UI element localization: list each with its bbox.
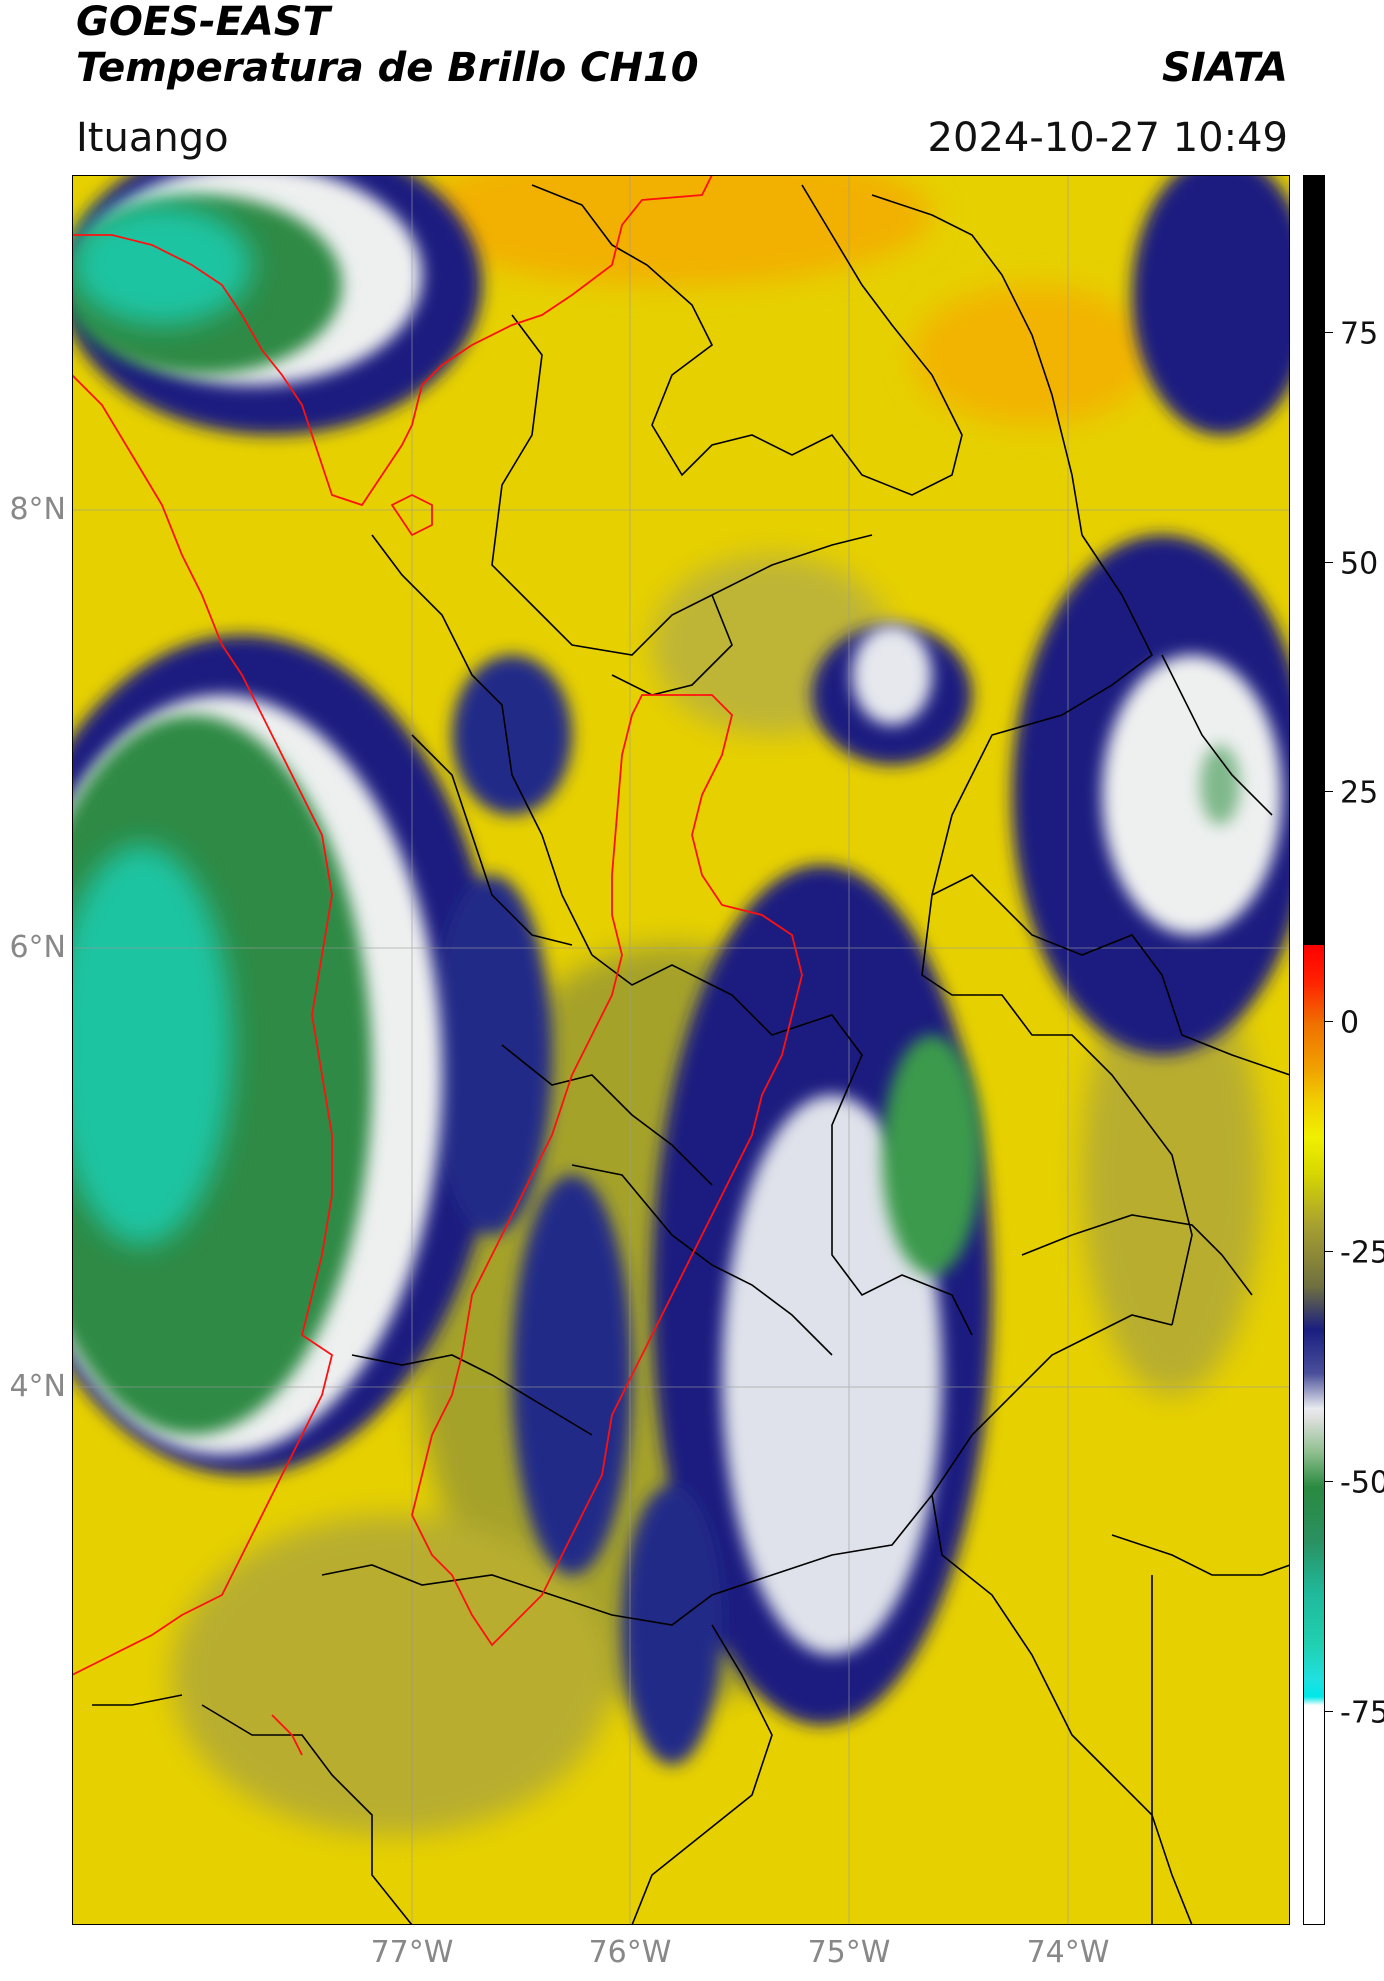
colorbar-label-minus75: -75 — [1340, 1695, 1384, 1731]
teal-cloud-centers — [72, 205, 252, 1245]
highlight-borders — [72, 175, 803, 1756]
colorbar-label-0: 0 — [1340, 1005, 1360, 1041]
colorbar-tick — [1325, 1481, 1333, 1482]
lon-label-77w: 77°W — [370, 1935, 454, 1970]
lat-label-4n: 4°N — [9, 1369, 66, 1404]
warm-orange-area — [412, 175, 1152, 425]
lon-label-75w: 75°W — [807, 1935, 891, 1970]
colorbar-tick — [1325, 562, 1333, 563]
title-product: Temperatura de Brillo CH10 — [76, 45, 699, 91]
graticule — [72, 175, 1290, 1925]
lat-label-6n: 6°N — [9, 930, 66, 965]
lat-label-8n: 8°N — [9, 492, 66, 527]
lon-label-74w: 74°W — [1026, 1935, 1110, 1970]
lon-label-76w: 76°W — [588, 1935, 672, 1970]
colorbar-tick — [1325, 1021, 1333, 1022]
organization-label: SIATA — [1162, 45, 1288, 91]
colorbar-label-25: 25 — [1340, 775, 1379, 811]
colorbar-label-minus50: -50 — [1340, 1465, 1384, 1501]
colorbar-tick — [1325, 791, 1333, 792]
map-canvas — [72, 175, 1290, 1925]
colorbar-label-75: 75 — [1340, 316, 1379, 352]
department-borders — [92, 184, 1290, 1925]
colorbar-tick — [1325, 1251, 1333, 1252]
colorbar-tick — [1325, 332, 1333, 333]
temperature-colorbar — [1303, 175, 1325, 1925]
satellite-map[interactable] — [72, 175, 1290, 1925]
colorbar-tick — [1325, 1711, 1333, 1712]
location-label: Ituango — [76, 115, 229, 161]
colorbar-label-50: 50 — [1340, 546, 1379, 582]
datetime-label: 2024-10-27 10:49 — [927, 115, 1288, 161]
colorbar-label-minus25: -25 — [1340, 1235, 1384, 1271]
title-satellite: GOES-EAST — [76, 0, 330, 45]
